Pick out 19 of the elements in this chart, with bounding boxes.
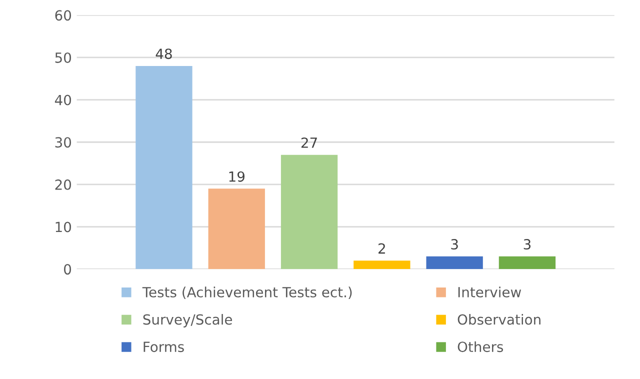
y-tick-label: 30	[55, 137, 72, 148]
data-label: 2	[378, 243, 385, 254]
y-tick-label: 60	[55, 10, 72, 21]
data-label: 19	[229, 171, 244, 182]
y-tick-label: 20	[55, 179, 72, 190]
legend-label: Others	[458, 341, 504, 352]
legend-label: Interview	[458, 286, 522, 298]
y-tick-label: 10	[56, 222, 72, 232]
y-tick-label: 40	[54, 94, 72, 106]
y-tick-label: 0	[64, 264, 72, 275]
y-tick-label: 50	[55, 52, 72, 63]
legend-label: Survey/Scale	[143, 314, 232, 328]
data-label: 3	[524, 239, 531, 250]
data-label: 48	[156, 48, 172, 60]
data-label: 3	[451, 239, 458, 250]
legend-label: Observation	[458, 314, 540, 325]
data-label: 27	[301, 137, 317, 148]
legend-label: Forms	[144, 342, 184, 352]
legend-label: Tests (Achievement Tests ect.)	[142, 286, 352, 300]
